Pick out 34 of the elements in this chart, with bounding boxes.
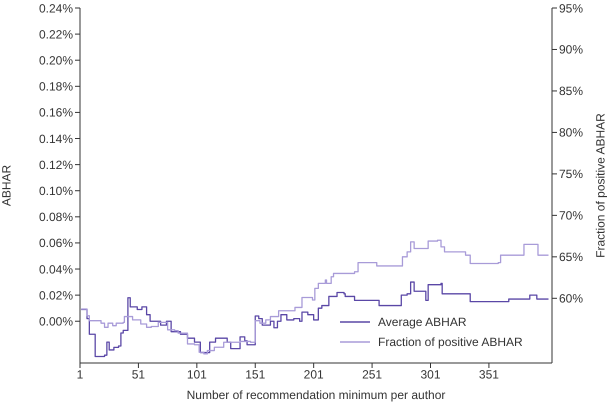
y2-tick-label: 80% (559, 126, 584, 140)
y2-tick-label: 95% (559, 1, 584, 16)
y-tick-label: 0.08% (38, 210, 74, 224)
x-axis-title: Number of recommendation minimum per author (186, 388, 446, 402)
y2-axis-title: Fraction of positive ABHAR (593, 112, 608, 258)
y-tick-label: 0.20% (38, 53, 74, 68)
y-tick-label: 0.04% (38, 262, 74, 276)
x-tick-label: 201 (304, 368, 324, 382)
y-tick-label: 0.06% (38, 236, 74, 250)
legend-label: Fraction of positive ABHAR (378, 334, 523, 351)
y2-tick-label: 70% (559, 208, 584, 223)
x-tick-label: 1 (76, 368, 84, 382)
y-tick-label: 0.10% (38, 184, 74, 198)
y-tick-label: 0.18% (38, 80, 74, 94)
y-axis-title: ABHAR (0, 164, 14, 206)
x-tick-label: 251 (362, 368, 382, 382)
y-tick-label: 0.02% (38, 288, 74, 302)
y2-tick-label: 60% (559, 292, 584, 306)
y-tick-label: 0.22% (38, 27, 74, 42)
y2-tick-label: 75% (559, 167, 584, 182)
y2-tick-label: 65% (559, 250, 584, 264)
y-tick-label: 0.16% (38, 106, 74, 120)
y-tick-label: 0.14% (38, 132, 74, 146)
y2-tick-label: 85% (559, 84, 584, 98)
x-tick-label: 101 (186, 368, 208, 382)
y-tick-label: 0.12% (38, 158, 74, 172)
y-tick-label: 0.00% (38, 314, 74, 328)
x-tick-label: 51 (132, 368, 146, 382)
legend-label: Average ABHAR (378, 314, 466, 331)
x-tick-label: 151 (245, 368, 266, 382)
x-tick-label: 351 (478, 368, 500, 382)
x-tick-label: 301 (420, 368, 441, 382)
y-tick-label: 0.24% (38, 1, 74, 16)
y2-tick-label: 90% (559, 42, 584, 57)
